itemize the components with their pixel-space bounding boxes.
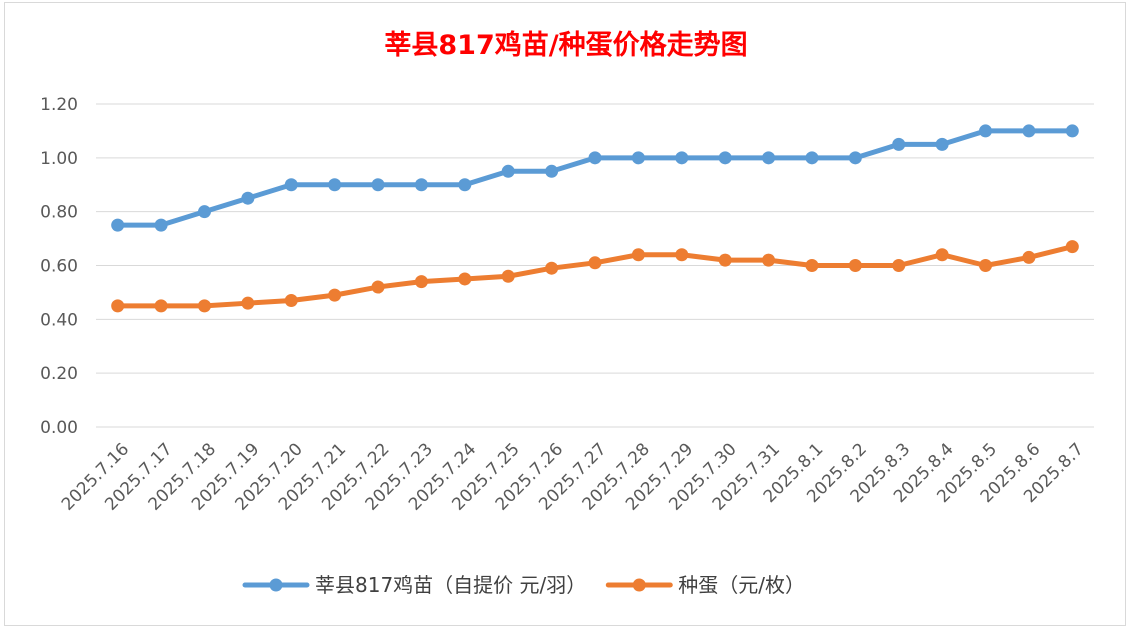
data-point xyxy=(1065,240,1079,254)
data-point xyxy=(762,253,776,267)
data-point xyxy=(892,137,906,151)
data-point xyxy=(241,191,255,205)
y-tick-label: 0.80 xyxy=(40,203,78,223)
series-line xyxy=(115,128,1075,228)
data-point xyxy=(979,259,993,272)
data-point xyxy=(414,275,428,289)
data-point xyxy=(328,178,342,192)
data-point xyxy=(241,296,255,310)
y-tick-label: 0.00 xyxy=(40,418,78,438)
data-point xyxy=(197,205,211,219)
series-1 xyxy=(111,124,1079,232)
y-tick-label: 0.60 xyxy=(40,257,78,277)
y-tick-label: 0.40 xyxy=(40,310,78,330)
data-point xyxy=(631,248,645,262)
data-point xyxy=(501,164,515,178)
data-point xyxy=(675,151,689,165)
data-point xyxy=(284,293,298,307)
legend-item-2: 种蛋（元/枚） xyxy=(605,573,805,597)
y-tick-label: 0.20 xyxy=(40,364,78,384)
data-point xyxy=(588,151,602,165)
data-point xyxy=(154,299,168,313)
data-point xyxy=(848,259,862,272)
data-point xyxy=(979,124,993,138)
data-point xyxy=(284,178,298,192)
data-point xyxy=(154,218,168,232)
x-axis-tick-labels: 2025.7.162025.7.172025.7.182025.7.192025… xyxy=(58,439,1088,514)
data-point xyxy=(458,272,472,286)
data-point xyxy=(414,178,428,192)
data-point xyxy=(935,137,949,151)
data-point xyxy=(1022,124,1036,138)
chart-title: 莘县817鸡苗/种蛋价格走势图 xyxy=(384,30,747,61)
legend-marker-swatch xyxy=(632,578,646,592)
data-point xyxy=(588,256,602,270)
data-point xyxy=(1022,250,1036,264)
data-point xyxy=(805,151,819,165)
legend-label: 莘县817鸡苗（自提价 元/羽） xyxy=(315,573,586,597)
data-point xyxy=(328,288,342,302)
data-point xyxy=(1065,124,1079,138)
series-line xyxy=(115,244,1075,309)
data-point xyxy=(197,299,211,313)
data-point xyxy=(371,280,385,294)
data-point xyxy=(848,151,862,165)
data-point xyxy=(892,259,906,272)
y-axis-tick-labels: 0.00 0.20 0.40 0.60 0.80 1.00 1.20 xyxy=(40,95,78,438)
data-point xyxy=(762,151,776,165)
data-point xyxy=(371,178,385,192)
legend-marker-swatch xyxy=(269,578,283,592)
data-point xyxy=(718,151,732,165)
data-point xyxy=(458,178,472,192)
data-point xyxy=(545,261,559,275)
y-tick-label: 1.00 xyxy=(40,149,78,169)
data-point xyxy=(935,248,949,262)
legend-label: 种蛋（元/枚） xyxy=(678,573,805,597)
series-2 xyxy=(111,240,1079,313)
data-point xyxy=(501,269,515,283)
data-point xyxy=(545,164,559,178)
data-point xyxy=(111,299,125,313)
data-point xyxy=(718,253,732,267)
legend-item-1: 莘县817鸡苗（自提价 元/羽） xyxy=(242,573,586,597)
legend: 莘县817鸡苗（自提价 元/羽） 种蛋（元/枚） xyxy=(242,573,805,597)
data-point xyxy=(805,259,819,272)
chart-frame xyxy=(4,2,1126,626)
data-point xyxy=(631,151,645,165)
data-point xyxy=(675,248,689,262)
data-point xyxy=(111,218,125,232)
series-lines xyxy=(111,124,1079,313)
y-tick-label: 1.20 xyxy=(40,95,78,115)
